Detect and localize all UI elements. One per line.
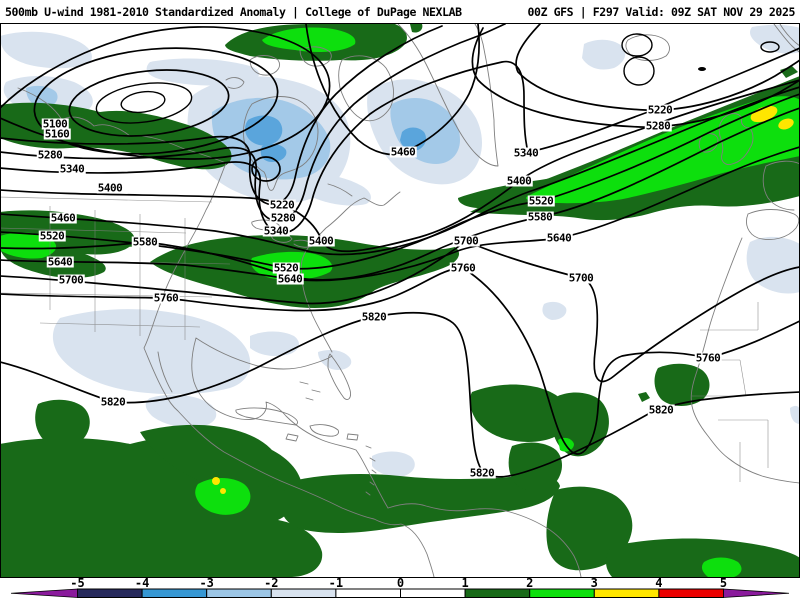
colorbar-tick: 0 (396, 576, 405, 590)
colorbar-segment (77, 588, 143, 598)
colorbar-segment (464, 588, 531, 598)
small-closed-contour (698, 67, 706, 71)
colorbar-segment (658, 588, 725, 598)
colorbar-segment (206, 588, 272, 598)
product-title: 500mb U-wind 1981-2010 Standardized Anom… (5, 4, 462, 19)
colorbar-over-arrow (723, 588, 790, 598)
title-bar: 500mb U-wind 1981-2010 Standardized Anom… (0, 0, 800, 23)
colorbar-tick: -1 (328, 576, 344, 590)
colorbar-segment (270, 588, 337, 598)
colorbar-segment (141, 588, 208, 598)
colorbar-tick: 5 (719, 576, 728, 590)
colorbar-tick: -5 (70, 576, 85, 590)
colorbar-segment (529, 588, 595, 598)
colorbar-under-arrow (10, 588, 78, 598)
colorbar-tick: 3 (590, 576, 598, 590)
colorbar-segment (335, 588, 401, 598)
colorbar-tick: 4 (655, 576, 663, 590)
negative-anomaly-shading (1, 24, 799, 477)
coastlines (1, 24, 799, 577)
colorbar-tick: -3 (199, 576, 214, 590)
colorbar-tick: -2 (264, 576, 279, 590)
colorbar-segment (400, 588, 466, 598)
colorbar-tick: -4 (134, 576, 150, 590)
model-run-valid-time: 00Z GFS | F297 Valid: 09Z SAT NOV 29 202… (527, 4, 796, 19)
colorbar-tick: 1 (461, 576, 469, 590)
colorbar-segment (593, 588, 660, 598)
colorbar-tick: 2 (526, 576, 534, 590)
